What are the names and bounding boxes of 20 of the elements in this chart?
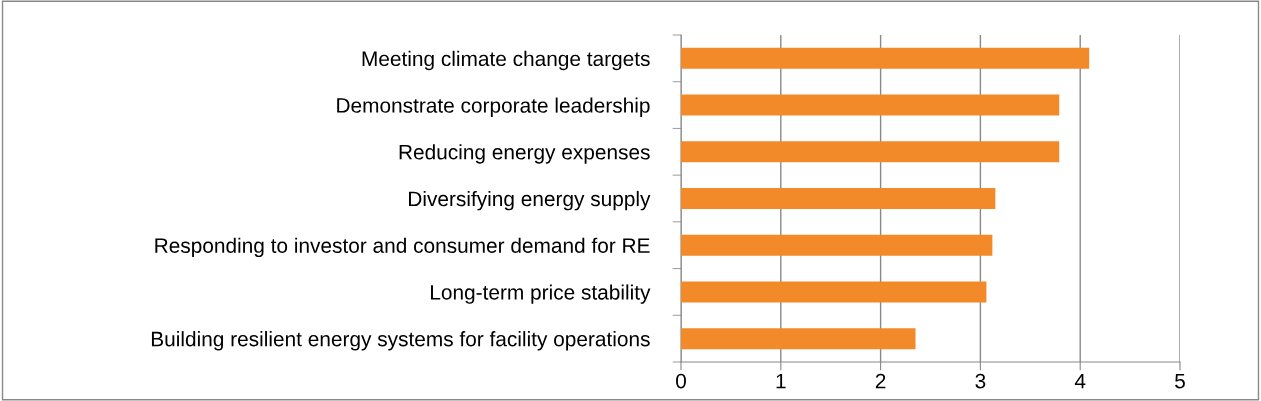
y-tick-label: Responding to investor and consumer demand for RE	[155, 237, 650, 258]
x-tick-label: 3	[975, 373, 986, 389]
x-tick-label: 0	[676, 373, 686, 389]
x-tick-label: 2	[875, 373, 886, 389]
x-tick-label: 1	[776, 373, 786, 389]
x-tick-label: 4	[1074, 373, 1086, 389]
bar	[681, 187, 996, 210]
y-tick-label: Diversifying energy supply	[409, 190, 651, 211]
y-tick-label: Building resilient energy systems for facility operations	[151, 331, 650, 351]
bar	[681, 47, 1090, 69]
y-tick-label: Meeting climate change targets	[362, 50, 650, 71]
bar	[681, 141, 1060, 163]
x-tick-label: 5	[1175, 373, 1185, 389]
y-tick-label: Demonstrate corporate leadership	[337, 97, 650, 117]
bar	[681, 94, 1060, 116]
y-tick-label: Long-term price stability	[431, 284, 651, 304]
bar	[681, 281, 987, 303]
bar	[681, 234, 993, 256]
y-tick-label: Reducing energy expenses	[399, 144, 650, 164]
bar	[681, 328, 916, 350]
